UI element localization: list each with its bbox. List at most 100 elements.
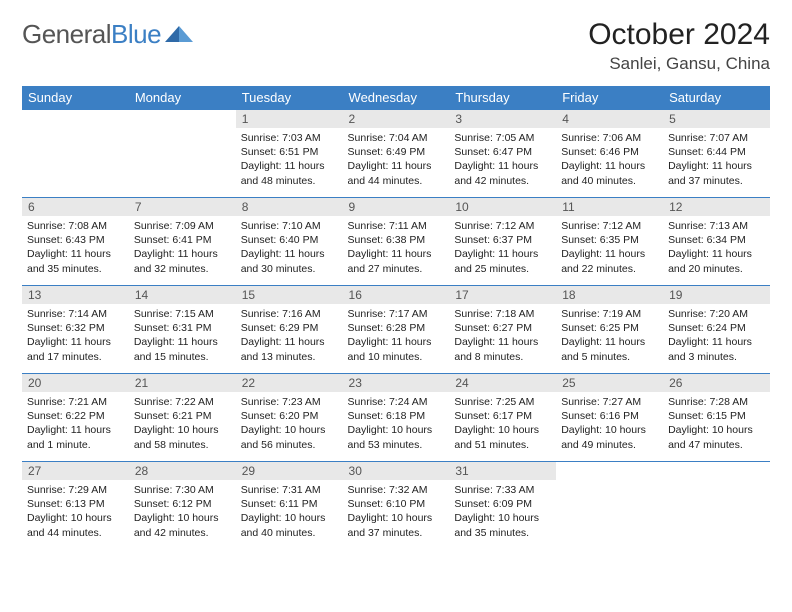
calendar-cell — [22, 110, 129, 198]
day-details: Sunrise: 7:06 AMSunset: 6:46 PMDaylight:… — [556, 128, 663, 192]
calendar-cell: 23Sunrise: 7:24 AMSunset: 6:18 PMDayligh… — [343, 374, 450, 462]
calendar-cell: 11Sunrise: 7:12 AMSunset: 6:35 PMDayligh… — [556, 198, 663, 286]
calendar-row: 20Sunrise: 7:21 AMSunset: 6:22 PMDayligh… — [22, 374, 770, 462]
day-number: 9 — [343, 198, 450, 216]
calendar-cell: 27Sunrise: 7:29 AMSunset: 6:13 PMDayligh… — [22, 462, 129, 550]
logo-icon — [165, 20, 193, 51]
day-details: Sunrise: 7:28 AMSunset: 6:15 PMDaylight:… — [663, 392, 770, 456]
calendar-cell: 6Sunrise: 7:08 AMSunset: 6:43 PMDaylight… — [22, 198, 129, 286]
day-number: 8 — [236, 198, 343, 216]
day-number: 24 — [449, 374, 556, 392]
calendar-cell: 28Sunrise: 7:30 AMSunset: 6:12 PMDayligh… — [129, 462, 236, 550]
calendar-cell: 17Sunrise: 7:18 AMSunset: 6:27 PMDayligh… — [449, 286, 556, 374]
day-details: Sunrise: 7:16 AMSunset: 6:29 PMDaylight:… — [236, 304, 343, 368]
day-number: 15 — [236, 286, 343, 304]
calendar-cell: 31Sunrise: 7:33 AMSunset: 6:09 PMDayligh… — [449, 462, 556, 550]
calendar-cell: 25Sunrise: 7:27 AMSunset: 6:16 PMDayligh… — [556, 374, 663, 462]
day-details: Sunrise: 7:13 AMSunset: 6:34 PMDaylight:… — [663, 216, 770, 280]
calendar-cell: 22Sunrise: 7:23 AMSunset: 6:20 PMDayligh… — [236, 374, 343, 462]
day-number: 30 — [343, 462, 450, 480]
day-details: Sunrise: 7:23 AMSunset: 6:20 PMDaylight:… — [236, 392, 343, 456]
day-number: 29 — [236, 462, 343, 480]
calendar-cell: 2Sunrise: 7:04 AMSunset: 6:49 PMDaylight… — [343, 110, 450, 198]
day-details: Sunrise: 7:14 AMSunset: 6:32 PMDaylight:… — [22, 304, 129, 368]
day-number: 4 — [556, 110, 663, 128]
day-details: Sunrise: 7:09 AMSunset: 6:41 PMDaylight:… — [129, 216, 236, 280]
day-details: Sunrise: 7:11 AMSunset: 6:38 PMDaylight:… — [343, 216, 450, 280]
day-details: Sunrise: 7:05 AMSunset: 6:47 PMDaylight:… — [449, 128, 556, 192]
calendar-cell: 19Sunrise: 7:20 AMSunset: 6:24 PMDayligh… — [663, 286, 770, 374]
weekday-header: Saturday — [663, 86, 770, 110]
day-number: 23 — [343, 374, 450, 392]
day-number: 5 — [663, 110, 770, 128]
logo: GeneralBlue — [22, 18, 193, 51]
calendar-cell: 13Sunrise: 7:14 AMSunset: 6:32 PMDayligh… — [22, 286, 129, 374]
month-title: October 2024 — [588, 18, 770, 52]
calendar-header-row: SundayMondayTuesdayWednesdayThursdayFrid… — [22, 86, 770, 110]
day-details: Sunrise: 7:21 AMSunset: 6:22 PMDaylight:… — [22, 392, 129, 456]
weekday-header: Wednesday — [343, 86, 450, 110]
day-number: 31 — [449, 462, 556, 480]
calendar-body: 1Sunrise: 7:03 AMSunset: 6:51 PMDaylight… — [22, 110, 770, 550]
day-number: 21 — [129, 374, 236, 392]
day-details: Sunrise: 7:12 AMSunset: 6:35 PMDaylight:… — [556, 216, 663, 280]
day-number: 3 — [449, 110, 556, 128]
day-number: 25 — [556, 374, 663, 392]
calendar-row: 27Sunrise: 7:29 AMSunset: 6:13 PMDayligh… — [22, 462, 770, 550]
calendar-cell: 1Sunrise: 7:03 AMSunset: 6:51 PMDaylight… — [236, 110, 343, 198]
day-number: 1 — [236, 110, 343, 128]
calendar-row: 1Sunrise: 7:03 AMSunset: 6:51 PMDaylight… — [22, 110, 770, 198]
day-details: Sunrise: 7:33 AMSunset: 6:09 PMDaylight:… — [449, 480, 556, 544]
calendar-cell — [129, 110, 236, 198]
logo-text-2: Blue — [111, 19, 161, 50]
calendar-cell: 16Sunrise: 7:17 AMSunset: 6:28 PMDayligh… — [343, 286, 450, 374]
day-number: 14 — [129, 286, 236, 304]
day-details: Sunrise: 7:19 AMSunset: 6:25 PMDaylight:… — [556, 304, 663, 368]
weekday-header: Sunday — [22, 86, 129, 110]
day-details: Sunrise: 7:30 AMSunset: 6:12 PMDaylight:… — [129, 480, 236, 544]
header: GeneralBlue October 2024 Sanlei, Gansu, … — [22, 18, 770, 74]
day-details: Sunrise: 7:32 AMSunset: 6:10 PMDaylight:… — [343, 480, 450, 544]
day-details: Sunrise: 7:20 AMSunset: 6:24 PMDaylight:… — [663, 304, 770, 368]
day-number: 6 — [22, 198, 129, 216]
calendar-cell: 26Sunrise: 7:28 AMSunset: 6:15 PMDayligh… — [663, 374, 770, 462]
calendar-cell — [556, 462, 663, 550]
title-block: October 2024 Sanlei, Gansu, China — [588, 18, 770, 74]
calendar-cell: 10Sunrise: 7:12 AMSunset: 6:37 PMDayligh… — [449, 198, 556, 286]
day-details: Sunrise: 7:03 AMSunset: 6:51 PMDaylight:… — [236, 128, 343, 192]
day-number: 2 — [343, 110, 450, 128]
day-number: 16 — [343, 286, 450, 304]
calendar-cell: 12Sunrise: 7:13 AMSunset: 6:34 PMDayligh… — [663, 198, 770, 286]
calendar-cell: 7Sunrise: 7:09 AMSunset: 6:41 PMDaylight… — [129, 198, 236, 286]
day-number: 12 — [663, 198, 770, 216]
location: Sanlei, Gansu, China — [588, 54, 770, 74]
day-number: 18 — [556, 286, 663, 304]
day-number: 27 — [22, 462, 129, 480]
calendar-cell: 5Sunrise: 7:07 AMSunset: 6:44 PMDaylight… — [663, 110, 770, 198]
day-details: Sunrise: 7:22 AMSunset: 6:21 PMDaylight:… — [129, 392, 236, 456]
day-number: 28 — [129, 462, 236, 480]
calendar-row: 13Sunrise: 7:14 AMSunset: 6:32 PMDayligh… — [22, 286, 770, 374]
day-details: Sunrise: 7:27 AMSunset: 6:16 PMDaylight:… — [556, 392, 663, 456]
weekday-header: Monday — [129, 86, 236, 110]
day-details: Sunrise: 7:31 AMSunset: 6:11 PMDaylight:… — [236, 480, 343, 544]
calendar-row: 6Sunrise: 7:08 AMSunset: 6:43 PMDaylight… — [22, 198, 770, 286]
day-details: Sunrise: 7:12 AMSunset: 6:37 PMDaylight:… — [449, 216, 556, 280]
day-details: Sunrise: 7:08 AMSunset: 6:43 PMDaylight:… — [22, 216, 129, 280]
calendar-cell: 8Sunrise: 7:10 AMSunset: 6:40 PMDaylight… — [236, 198, 343, 286]
weekday-header: Thursday — [449, 86, 556, 110]
logo-text-1: General — [22, 19, 111, 50]
day-number: 19 — [663, 286, 770, 304]
day-details: Sunrise: 7:18 AMSunset: 6:27 PMDaylight:… — [449, 304, 556, 368]
calendar-cell: 20Sunrise: 7:21 AMSunset: 6:22 PMDayligh… — [22, 374, 129, 462]
day-number: 26 — [663, 374, 770, 392]
calendar-cell: 14Sunrise: 7:15 AMSunset: 6:31 PMDayligh… — [129, 286, 236, 374]
day-details: Sunrise: 7:29 AMSunset: 6:13 PMDaylight:… — [22, 480, 129, 544]
calendar-cell: 4Sunrise: 7:06 AMSunset: 6:46 PMDaylight… — [556, 110, 663, 198]
day-details: Sunrise: 7:10 AMSunset: 6:40 PMDaylight:… — [236, 216, 343, 280]
calendar-cell: 30Sunrise: 7:32 AMSunset: 6:10 PMDayligh… — [343, 462, 450, 550]
calendar-cell: 24Sunrise: 7:25 AMSunset: 6:17 PMDayligh… — [449, 374, 556, 462]
calendar-cell: 15Sunrise: 7:16 AMSunset: 6:29 PMDayligh… — [236, 286, 343, 374]
day-number: 22 — [236, 374, 343, 392]
calendar-cell — [663, 462, 770, 550]
